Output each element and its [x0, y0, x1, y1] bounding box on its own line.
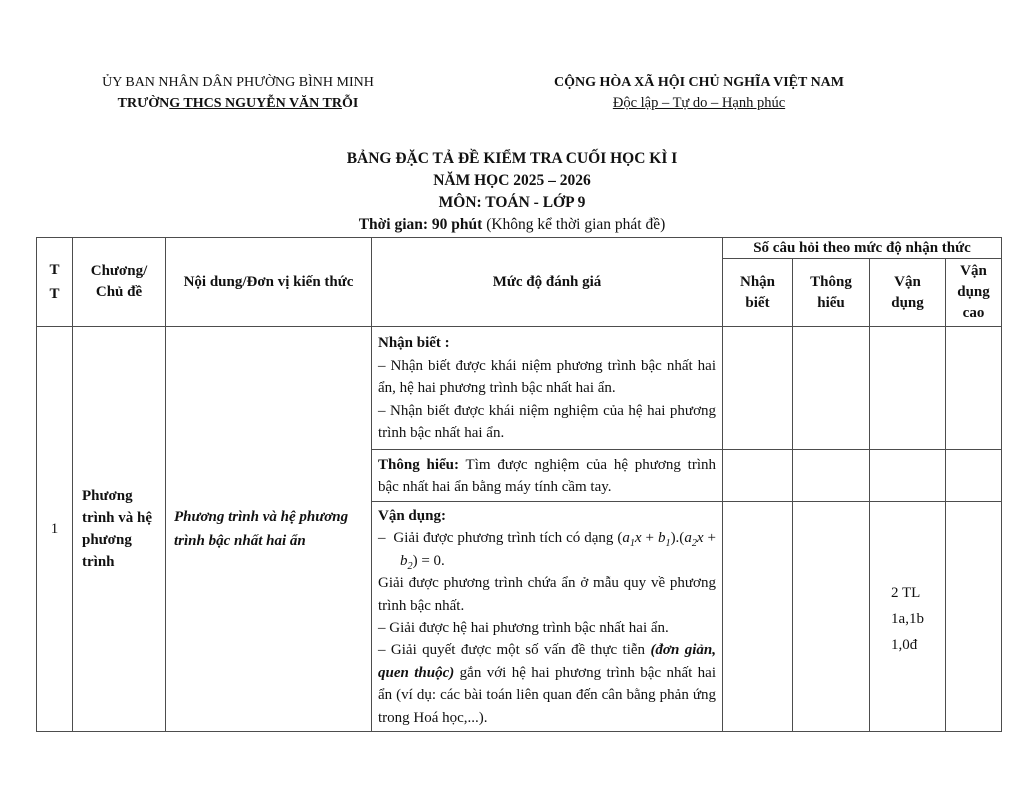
- country-title: CỘNG HÒA XÃ HỘI CHỦ NGHĨA VIỆT NAM: [553, 75, 844, 90]
- org-school-name: TRƯỜNG THCS NGUYỄN VĂN TRỖI: [52, 93, 424, 114]
- doc-title-line3: MÔN: TOÁN - LỚP 9: [438, 194, 586, 211]
- school-name-post: ỖI: [341, 96, 359, 111]
- doc-title-duration: Thời gian: 90 phút (Không kể thời gian p…: [0, 214, 1024, 236]
- count-van-dung-cao-r2: [945, 449, 1002, 502]
- cell-desc-van-dung: Vận dụng: – Giải được phương trình tích …: [371, 500, 723, 733]
- national-motto-block: CỘNG HÒA XÃ HỘI CHỦ NGHĨA VIỆT NAM Độc l…: [505, 72, 893, 114]
- count-van-dung-r2: [869, 449, 946, 502]
- count-nhan-biet-r3: [722, 500, 793, 733]
- header-cell-content: Nội dung/Đơn vị kiến thức: [165, 237, 372, 327]
- van-dung-line-2: Giải được phương trình chứa ẩn ở mẫu quy…: [378, 575, 716, 614]
- van-dung-bullet-3: – Giải được hệ hai phương trình bậc nhất…: [378, 620, 669, 637]
- score-question-ids: 1a,1b: [891, 610, 924, 627]
- count-van-dung-cao-r1: [945, 326, 1002, 450]
- van-dung-heading: Vận dụng:: [378, 508, 446, 524]
- header-tt-label: TT: [49, 262, 60, 302]
- national-motto: Độc lập – Tự do – Hạnh phúc: [612, 95, 786, 111]
- body-row-nhan-biet: 1 Phương trình và hệ phương trình Phương…: [36, 325, 1002, 733]
- count-thong-hieu-r3: [792, 500, 870, 733]
- table-header-row-2: Nhận biết Thông hiểu Vận dụng Vận dụng c…: [37, 258, 1002, 327]
- header-cell-thong-hieu: Thông hiểu: [792, 258, 870, 327]
- score-question-count: 2 TL: [891, 584, 921, 601]
- cell-desc-nhan-biet: Nhận biết : – Nhận biết được khái niệm p…: [371, 326, 723, 450]
- header-cell-question-group: Số câu hỏi theo mức độ nhận thức: [722, 237, 1002, 259]
- nhan-biet-bullet-1: – Nhận biết được khái niệm phương trình …: [378, 357, 716, 397]
- count-nhan-biet-r2: [722, 449, 793, 502]
- school-name-pre: TRƯỜN: [117, 96, 170, 111]
- header-cell-nhan-biet: Nhận biết: [722, 258, 793, 327]
- van-dung-bullet-1: – Giải được phương trình tích có dạng (a…: [378, 530, 716, 572]
- cell-chapter: Phương trình và hệ phương trình: [72, 325, 166, 733]
- header-cell-van-dung: Vận dụng: [869, 258, 946, 327]
- cell-row-number: 1: [36, 325, 73, 733]
- table-header-row-1: TT Chương/ Chủ đề Nội dung/Đơn vị kiến t…: [36, 237, 1002, 327]
- specification-table: TT Chương/ Chủ đề Nội dung/Đơn vị kiến t…: [36, 237, 1002, 733]
- doc-title-line2: NĂM HỌC 2025 – 2026: [433, 172, 591, 189]
- van-dung-score-block: 2 TL 1a,1b 1,0đ: [891, 580, 924, 658]
- count-nhan-biet-r1: [722, 326, 793, 450]
- org-parent-name: ỦY BAN NHÂN DÂN PHƯỜNG BÌNH MINH: [102, 75, 374, 90]
- school-name-underlined: G THCS NGUYỄN VĂN TR: [169, 96, 342, 111]
- cell-desc-thong-hieu: Thông hiểu: Tìm được nghiệm của hệ phươn…: [371, 449, 723, 502]
- nhan-biet-bullet-2: – Nhận biết được khái niệm nghiệm của hệ…: [378, 402, 716, 442]
- header-cell-tt: TT: [36, 237, 73, 327]
- header-cell-level: Mức độ đánh giá: [371, 237, 723, 327]
- count-thong-hieu-r1: [792, 326, 870, 450]
- doc-title-line1: BẢNG ĐẶC TẢ ĐỀ KIỂM TRA CUỐI HỌC KÌ I: [346, 150, 678, 167]
- nhan-biet-heading: Nhận biết :: [378, 335, 450, 352]
- cell-topic: Phương trình và hệ phương trình bậc nhất…: [165, 325, 372, 733]
- duration-bold: Thời gian: 90 phút: [358, 216, 483, 233]
- count-van-dung-r3: 2 TL 1a,1b 1,0đ: [869, 500, 946, 733]
- document-title-block: BẢNG ĐẶC TẢ ĐỀ KIỂM TRA CUỐI HỌC KÌ I NĂ…: [0, 148, 1024, 236]
- count-van-dung-r1: [869, 326, 946, 450]
- body-row-van-dung: Vận dụng: – Giải được phương trình tích …: [37, 500, 1002, 733]
- thong-hieu-paragraph: Thông hiểu: Tìm được nghiệm của hệ phươn…: [378, 456, 716, 495]
- duration-note: (Không kể thời gian phát đề): [482, 216, 666, 233]
- body-row-thong-hieu: Thông hiểu: Tìm được nghiệm của hệ phươn…: [37, 449, 1002, 502]
- issuing-org-block: ỦY BAN NHÂN DÂN PHƯỜNG BÌNH MINH TRƯỜNG …: [52, 72, 424, 114]
- score-points: 1,0đ: [891, 636, 918, 653]
- header-cell-chapter: Chương/ Chủ đề: [72, 237, 166, 327]
- count-van-dung-cao-r3: [945, 500, 1002, 733]
- van-dung-bullet-4: – Giải quyết được một số vấn đề thực tiễ…: [378, 642, 716, 726]
- header-cell-van-dung-cao: Vận dụng cao: [945, 258, 1002, 327]
- count-thong-hieu-r2: [792, 449, 870, 502]
